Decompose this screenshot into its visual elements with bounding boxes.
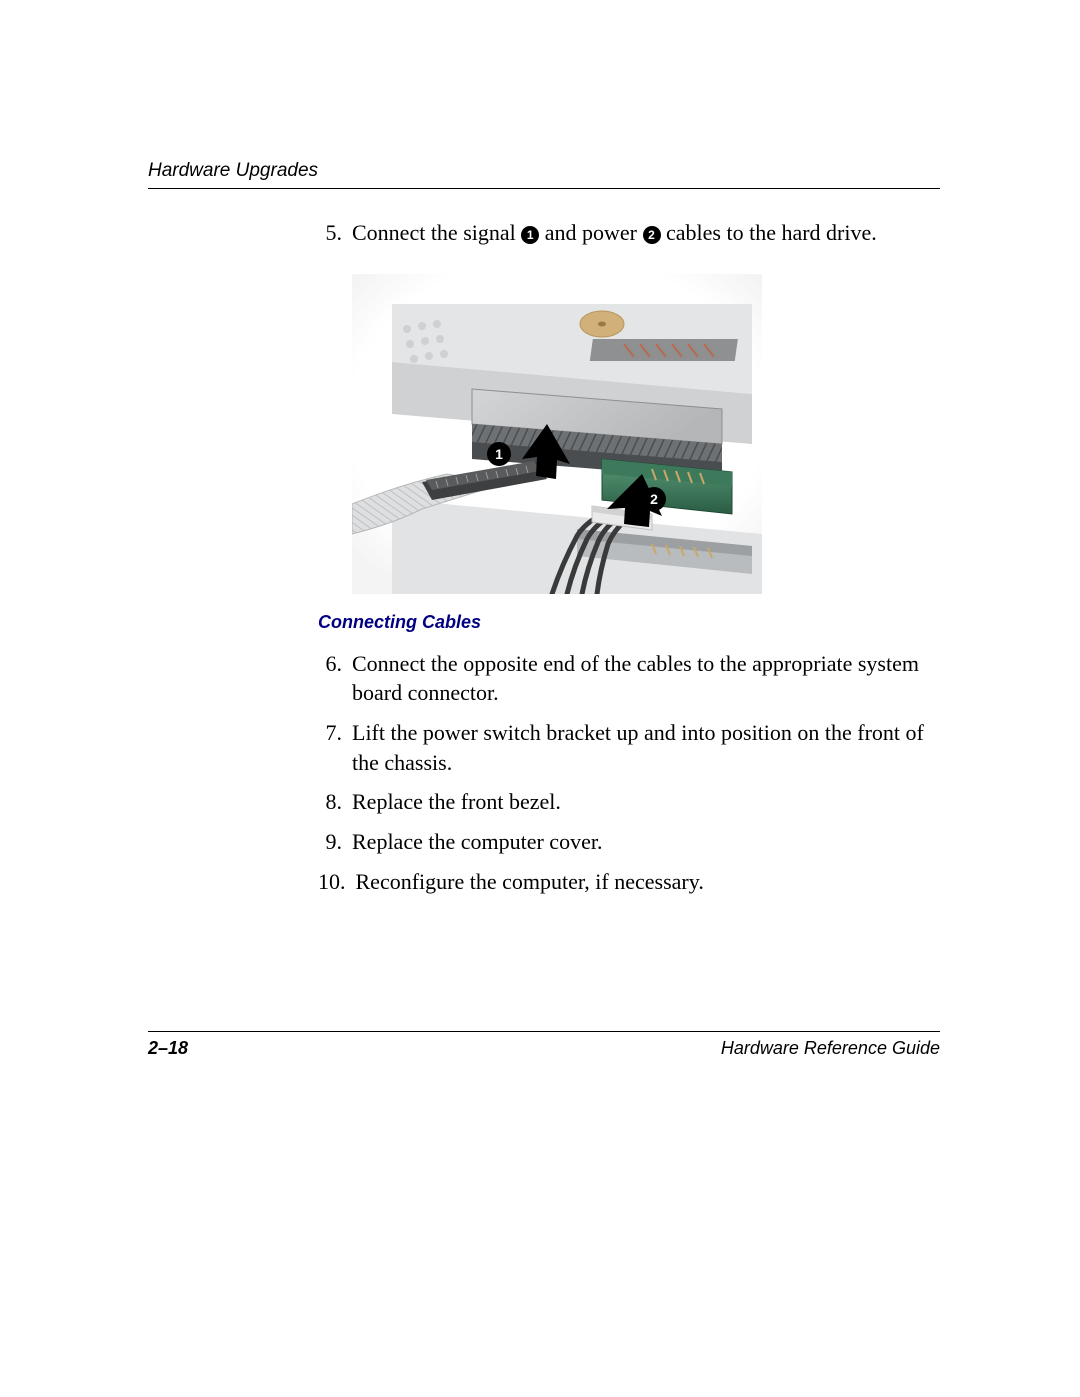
step-8: 8. Replace the front bezel. <box>318 787 940 817</box>
step-text: Reconfigure the computer, if necessary. <box>356 867 941 897</box>
step5-mid: and power <box>539 220 642 245</box>
page-content: 5. Connect the signal 1 and power 2 cabl… <box>318 218 940 907</box>
document-page: Hardware Upgrades 5. Connect the signal … <box>0 0 1080 1397</box>
step-text: Connect the signal 1 and power 2 cables … <box>352 218 940 248</box>
step5-pre: Connect the signal <box>352 220 521 245</box>
figure-caption: Connecting Cables <box>318 612 940 633</box>
callout-1-inline-icon: 1 <box>521 226 539 244</box>
document-title: Hardware Reference Guide <box>721 1038 940 1059</box>
step-number: 6. <box>318 649 352 708</box>
step-number: 9. <box>318 827 352 857</box>
connecting-cables-figure: 1 2 <box>352 274 762 594</box>
step5-post: cables to the hard drive. <box>661 220 877 245</box>
step-number: 5. <box>318 218 352 248</box>
callout-2-inline-icon: 2 <box>643 226 661 244</box>
step-text: Replace the computer cover. <box>352 827 940 857</box>
page-footer: 2–18 Hardware Reference Guide <box>148 1031 940 1059</box>
step-number: 10. <box>318 867 356 897</box>
step-10: 10. Reconfigure the computer, if necessa… <box>318 867 940 897</box>
callout-badge-1: 1 <box>487 442 511 466</box>
step-9: 9. Replace the computer cover. <box>318 827 940 857</box>
svg-text:2: 2 <box>650 491 658 507</box>
header-rule <box>148 188 940 189</box>
header-title: Hardware Upgrades <box>148 160 940 182</box>
step-number: 8. <box>318 787 352 817</box>
step-6: 6. Connect the opposite end of the cable… <box>318 649 940 708</box>
step-text: Connect the opposite end of the cables t… <box>352 649 940 708</box>
step-7: 7. Lift the power switch bracket up and … <box>318 718 940 777</box>
step-text: Lift the power switch bracket up and int… <box>352 718 940 777</box>
page-header: Hardware Upgrades <box>148 160 940 189</box>
footer-row: 2–18 Hardware Reference Guide <box>148 1038 940 1059</box>
step-text: Replace the front bezel. <box>352 787 940 817</box>
page-number: 2–18 <box>148 1038 188 1059</box>
callout-badge-2: 2 <box>642 487 666 511</box>
svg-text:1: 1 <box>495 446 503 462</box>
step-5: 5. Connect the signal 1 and power 2 cabl… <box>318 218 940 248</box>
figure-svg: 1 2 <box>352 274 762 594</box>
step-number: 7. <box>318 718 352 777</box>
footer-rule <box>148 1031 940 1032</box>
